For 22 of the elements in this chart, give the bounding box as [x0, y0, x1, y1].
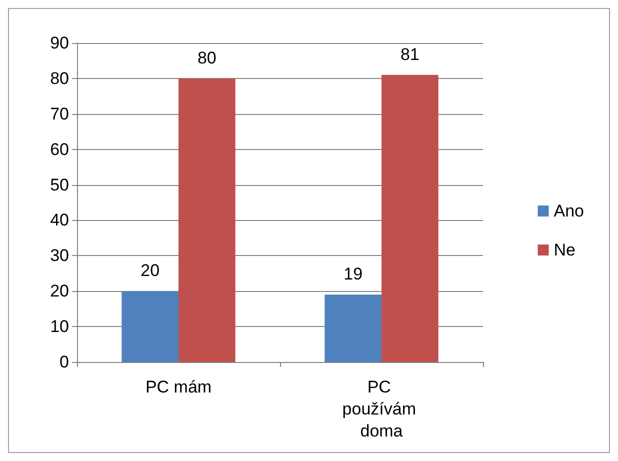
y-tick-label: 10 — [50, 317, 69, 336]
y-tick-label: 0 — [60, 352, 69, 372]
legend-label: Ano — [554, 202, 584, 220]
data-label: 81 — [400, 44, 420, 64]
y-tick-label: 50 — [50, 175, 69, 194]
y-tick-label: 80 — [50, 68, 69, 88]
bar — [178, 78, 236, 362]
y-tick-label: 20 — [50, 282, 69, 301]
legend-label: Ne — [554, 240, 576, 260]
y-tick-label: 30 — [50, 246, 69, 266]
data-label: 20 — [140, 261, 160, 280]
x-tick-label: PC mám — [145, 378, 212, 396]
bar — [324, 294, 382, 362]
data-label: 19 — [344, 264, 363, 284]
y-tick-label: 40 — [50, 210, 69, 230]
y-tick-label: 60 — [50, 140, 69, 159]
bar — [122, 291, 178, 362]
y-tick-label: 90 — [50, 34, 69, 52]
y-tick-label: 70 — [50, 104, 69, 124]
data-label: 80 — [197, 48, 216, 68]
x-tick-label: PC používám doma — [342, 378, 421, 440]
bar — [382, 74, 438, 362]
